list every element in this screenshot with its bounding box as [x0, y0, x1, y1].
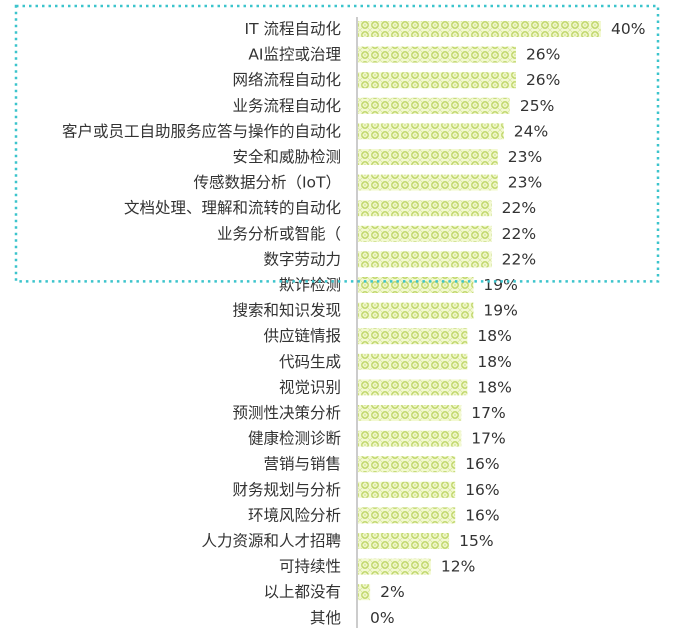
value-label-6: 23% [508, 148, 542, 166]
value-label-14: 18% [477, 353, 511, 371]
bar-8 [358, 200, 492, 217]
value-label-2: 26% [526, 46, 560, 64]
bar-23 [358, 584, 371, 601]
value-label-3: 26% [526, 71, 560, 89]
category-label-4: 业务流程自动化 [232, 97, 341, 115]
category-label-1: IT 流程自动化 [245, 20, 341, 38]
bar-3 [358, 72, 516, 89]
category-label-7: 传感数据分析（IoT） [193, 174, 341, 192]
category-label-14: 代码生成 [279, 353, 341, 371]
value-label-8: 22% [502, 199, 536, 217]
bar-1 [358, 21, 601, 37]
bar-7 [358, 174, 498, 191]
category-label-6: 安全和威胁检测 [232, 148, 341, 166]
highlight-box [14, 4, 660, 283]
labels-layer: IT 流程自动化 40% AI监控或治理 26% 网络流程自动化 26% 业务流程自动化 25… [62, 20, 645, 627]
bar-14 [358, 353, 468, 370]
category-label-3: 网络流程自动化 [232, 71, 341, 89]
value-label-21: 15% [459, 532, 493, 550]
category-label-20: 环境风险分析 [248, 505, 341, 524]
category-label-12: 搜索和知识发现 [232, 302, 341, 320]
bar-21 [358, 533, 450, 549]
bar-2 [358, 46, 516, 63]
category-label-17: 健康检测诊断 [248, 430, 341, 448]
category-label-5: 客户或员工自助服务应答与操作的自动化 [62, 121, 341, 140]
value-label-22: 12% [441, 558, 475, 576]
value-label-23: 2% [380, 583, 405, 601]
value-label-1: 40% [611, 20, 645, 38]
value-label-12: 19% [483, 302, 517, 320]
bar-5 [358, 123, 504, 140]
category-label-9: 业务分析或智能（ [217, 225, 341, 243]
category-label-11: 欺诈检测 [279, 276, 341, 294]
bar-16 [358, 405, 462, 421]
category-label-15: 视觉识别 [279, 378, 341, 396]
category-label-2: AI监控或治理 [248, 46, 341, 64]
bar-11 [358, 277, 474, 293]
bar-17 [358, 430, 462, 447]
value-label-7: 23% [508, 174, 542, 192]
category-label-10: 数字劳动力 [263, 250, 341, 268]
category-label-19: 财务规划与分析 [232, 481, 341, 499]
value-label-4: 25% [520, 97, 554, 115]
value-label-16: 17% [471, 404, 505, 422]
bar-22 [358, 558, 431, 575]
category-label-24: 其他 [310, 609, 341, 627]
value-label-24: 0% [370, 609, 395, 627]
value-label-5: 24% [514, 122, 548, 140]
value-label-17: 17% [471, 430, 505, 448]
category-label-23: 以上都没有 [263, 583, 341, 601]
bar-19 [358, 481, 456, 498]
bar-15 [358, 379, 468, 396]
category-label-18: 营销与销售 [263, 455, 341, 473]
value-label-13: 18% [477, 327, 511, 345]
category-label-22: 可持续性 [279, 558, 341, 576]
bar-13 [358, 328, 468, 345]
bar-10 [358, 251, 492, 268]
value-label-15: 18% [477, 378, 511, 396]
bar-12 [358, 302, 474, 319]
value-label-9: 22% [502, 225, 536, 243]
category-label-16: 预测性决策分析 [232, 404, 341, 422]
value-label-11: 19% [483, 276, 517, 294]
bar-4 [358, 97, 510, 114]
bar-18 [358, 456, 456, 473]
value-label-20: 16% [465, 506, 499, 524]
category-label-8: 文档处理、理解和流转的自动化 [124, 199, 341, 217]
value-label-10: 22% [502, 250, 536, 268]
value-label-19: 16% [465, 481, 499, 499]
bar-6 [358, 149, 498, 165]
bar-9 [358, 225, 492, 242]
category-label-13: 供应链情报 [263, 326, 341, 345]
value-label-18: 16% [465, 455, 499, 473]
bar-20 [358, 507, 456, 524]
category-label-21: 人力资源和人才招聘 [201, 532, 341, 550]
bars-layer [358, 21, 601, 601]
